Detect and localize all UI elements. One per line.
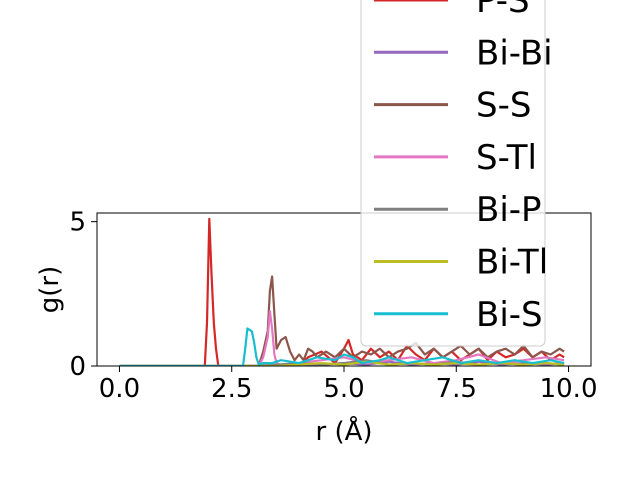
ticks: 0.0 2.5 5.0 7.5 10.0 0 5 bbox=[69, 208, 597, 404]
series-line-bi-s bbox=[119, 327, 565, 366]
x-axis-label: r (Å) bbox=[315, 415, 372, 447]
legend-label: Bi-Tl bbox=[476, 243, 548, 283]
x-tick-label: 10.0 bbox=[540, 374, 598, 404]
legend-item: Bi-S bbox=[374, 295, 543, 335]
legend-item: S-Tl bbox=[374, 138, 537, 178]
legend-box bbox=[360, 0, 546, 347]
legend: P-S Bi-Bi S-S S-Tl Bi-P Bi-Tl Bi-S bbox=[360, 0, 553, 347]
legend-item: Bi-Tl bbox=[374, 243, 548, 283]
legend-item: S-S bbox=[374, 86, 531, 126]
series-line-s-s bbox=[119, 275, 565, 366]
x-tick-label: 0.0 bbox=[99, 374, 140, 404]
legend-item: Bi-P bbox=[374, 190, 542, 230]
legend-label: S-Tl bbox=[476, 138, 537, 178]
y-tick-label: 5 bbox=[69, 208, 86, 238]
y-axis-label: g(r) bbox=[35, 266, 65, 313]
x-tick-label: 2.5 bbox=[211, 374, 252, 404]
x-tick-label: 5.0 bbox=[323, 374, 364, 404]
legend-label: P-S bbox=[476, 0, 530, 21]
legend-label: Bi-S bbox=[476, 295, 543, 335]
x-tick-label: 7.5 bbox=[436, 374, 477, 404]
legend-label: Bi-Bi bbox=[476, 33, 553, 73]
legend-label: Bi-P bbox=[476, 190, 542, 230]
legend-item: P-S bbox=[374, 0, 530, 21]
plot-lines bbox=[119, 217, 565, 366]
legend-label: S-S bbox=[476, 86, 531, 126]
y-tick-label: 0 bbox=[69, 352, 86, 382]
legend-item: Bi-Bi bbox=[374, 33, 553, 73]
